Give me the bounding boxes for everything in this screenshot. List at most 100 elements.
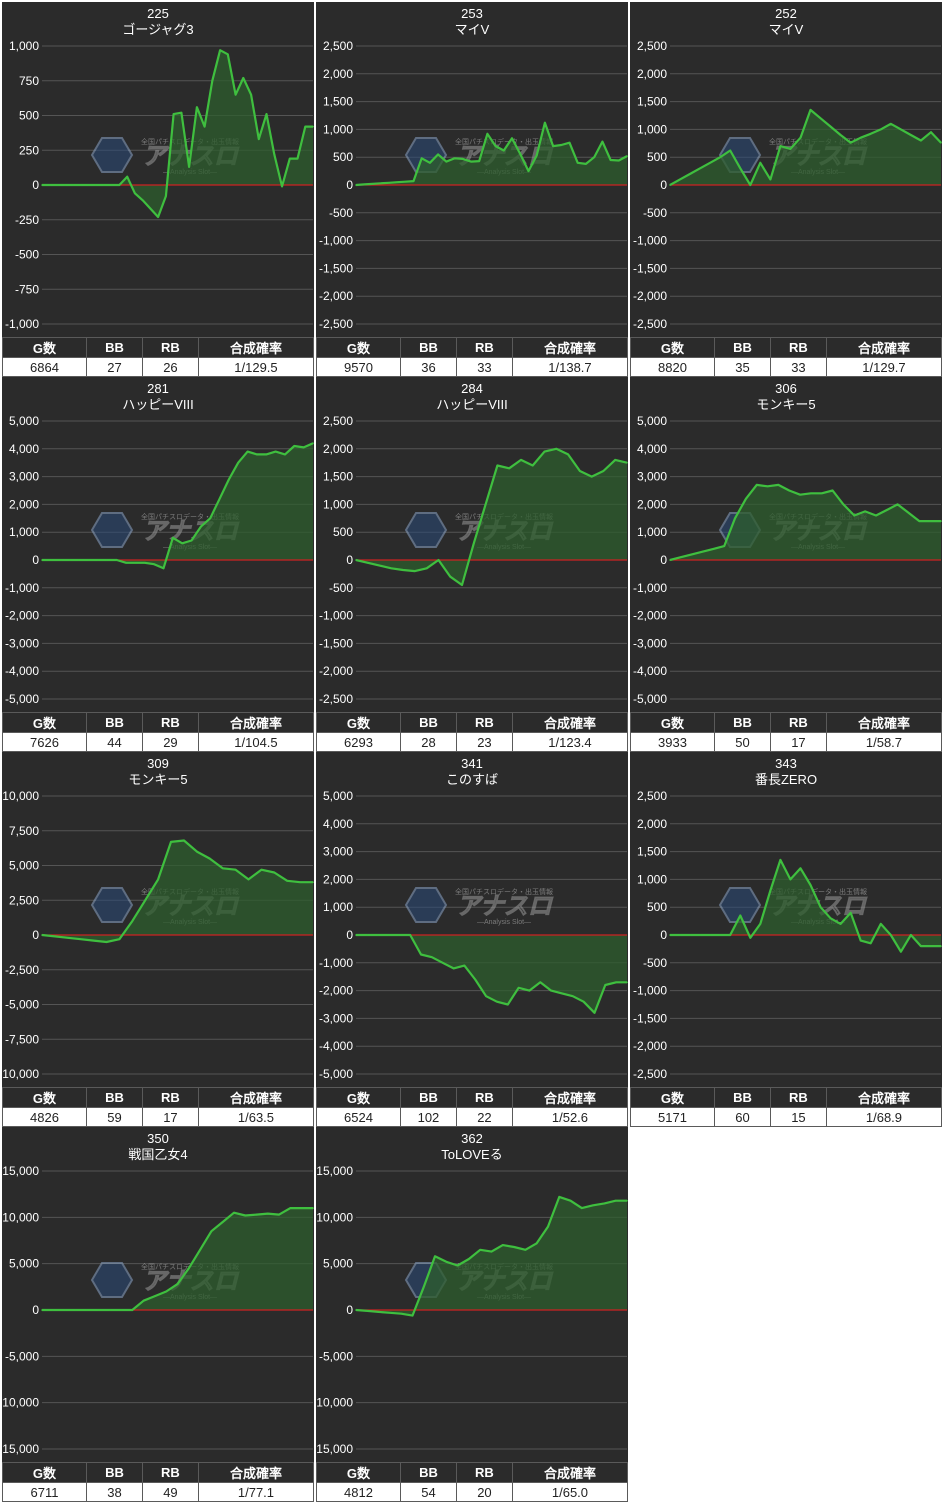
y-tick-label: 0 xyxy=(32,1303,39,1317)
machine-chart-card[interactable]: 350 戦国乙女4 15,000 10,000 5,000 0 -5,000 -10,000 -… xyxy=(2,1127,315,1502)
payout-line xyxy=(669,108,942,187)
data-point xyxy=(116,559,118,561)
stats-value-cell: 38 xyxy=(85,1482,143,1502)
machine-chart-card[interactable]: 343 番長ZERO 2,500 2,000 1,500 1,000 500 0 -500 -1,… xyxy=(630,752,942,1127)
machine-chart-card[interactable]: 281 ハッピーVIII 5,000 4,000 3,000 2,000 1,000 0 -1,… xyxy=(2,377,315,752)
data-point xyxy=(829,125,832,128)
data-point xyxy=(940,945,942,947)
stats-value-cell: 33 xyxy=(769,357,827,377)
data-point xyxy=(930,945,932,947)
data-point xyxy=(679,934,681,936)
data-point xyxy=(172,113,175,115)
y-tick-label: 1,500 xyxy=(637,95,667,109)
data-point xyxy=(233,1211,235,1214)
payout-line xyxy=(41,839,313,944)
stats-table: G数 BB RB 合成確率 6864 27 26 1/129.5 xyxy=(2,337,315,377)
stats-header-cell: BB xyxy=(399,1087,457,1108)
data-point xyxy=(626,981,628,984)
data-point xyxy=(267,1212,269,1215)
machine-chart-card[interactable]: 341 このすば 5,000 4,000 3,000 2,000 1,000 0 -1,000 -… xyxy=(316,752,629,1127)
y-tick-label: 1,000 xyxy=(637,872,667,886)
data-point xyxy=(379,182,382,185)
data-point xyxy=(87,559,90,561)
y-tick-label: 1,000 xyxy=(637,525,667,539)
machine-chart-card[interactable]: 284 ハッピーVIII 2,500 2,000 1,500 1,000 500 0 -500 -… xyxy=(316,377,629,752)
stats-header-row: G数 BB RB 合成確率 xyxy=(2,1462,315,1483)
data-point xyxy=(609,159,612,161)
data-point xyxy=(869,133,872,135)
machine-chart-card[interactable]: 225 ゴージャグ3 1,000 750 500 250 0 -250 -500 -750 -1,0… xyxy=(2,2,315,377)
stats-value-cell: 49 xyxy=(141,1482,199,1502)
stats-value-cell: 60 xyxy=(713,1107,771,1127)
data-point xyxy=(293,445,296,447)
stats-value-cell: 20 xyxy=(455,1482,513,1502)
y-tick-label: 7,500 xyxy=(9,824,39,838)
y-tick-label: 2,000 xyxy=(323,872,353,886)
data-point xyxy=(188,1267,190,1270)
data-point xyxy=(940,520,942,522)
machine-name: 戦国乙女4 xyxy=(128,1147,187,1162)
y-tick-label: -1,000 xyxy=(633,984,667,998)
data-point xyxy=(723,545,725,547)
data-point xyxy=(125,562,127,564)
data-point xyxy=(134,192,136,195)
data-point xyxy=(486,133,489,135)
data-point xyxy=(745,498,747,500)
machine-chart-card[interactable]: 252 マイV 2,500 2,000 1,500 1,000 500 0 -500 -1,000… xyxy=(630,2,942,377)
data-point xyxy=(103,184,105,186)
stats-header-cell: BB xyxy=(713,1087,771,1108)
machine-name: マイV xyxy=(455,22,490,37)
y-tick-label: -1,500 xyxy=(633,261,667,275)
stats-value-row: 6293 28 23 1/123.4 xyxy=(316,732,629,752)
y-tick-label: -15,000 xyxy=(2,1442,39,1456)
data-point xyxy=(153,563,155,565)
y-tick-label: -1,000 xyxy=(319,609,353,623)
data-point xyxy=(75,1309,77,1311)
data-point xyxy=(552,145,554,147)
data-point xyxy=(396,181,398,183)
machine-chart-card[interactable]: 309 モンキー5 10,000 7,500 5,000 2,500 0 -2,500 -5,0… xyxy=(2,752,315,1127)
stats-header-cell: 合成確率 xyxy=(511,712,629,733)
data-point xyxy=(260,868,263,871)
y-tick-label: 0 xyxy=(32,928,39,942)
data-point xyxy=(250,93,252,96)
data-point xyxy=(880,128,882,131)
stats-value-cell: 28 xyxy=(399,732,457,752)
y-tick-label: -1,000 xyxy=(633,234,667,248)
data-point xyxy=(734,517,736,520)
data-point xyxy=(896,503,899,506)
data-point xyxy=(54,935,56,938)
y-tick-label: -4,000 xyxy=(633,664,667,678)
data-point xyxy=(839,923,842,925)
stats-value-cell: 102 xyxy=(399,1107,457,1127)
y-tick-label: -1,000 xyxy=(319,956,353,970)
stats-header-cell: RB xyxy=(141,1087,199,1108)
stats-header-cell: RB xyxy=(769,337,827,358)
stats-value-cell: 1/52.6 xyxy=(511,1107,629,1127)
y-tick-label: 500 xyxy=(333,525,353,539)
data-point xyxy=(366,934,368,936)
data-point xyxy=(601,140,604,143)
machine-chart-card[interactable]: 253 マイV 2,500 2,000 1,500 1,000 500 0 -500 -1,000… xyxy=(316,2,629,377)
data-point xyxy=(494,145,497,147)
y-tick-label: 2,500 xyxy=(637,39,667,53)
stats-value-cell: 9570 xyxy=(316,357,401,377)
data-point xyxy=(312,442,314,444)
data-point xyxy=(109,1309,111,1311)
data-point xyxy=(144,899,146,902)
data-point xyxy=(910,134,912,136)
data-point xyxy=(511,137,513,140)
y-tick-label: 4,000 xyxy=(9,442,39,456)
data-point xyxy=(388,182,390,184)
data-point xyxy=(749,184,752,186)
data-point xyxy=(709,162,711,164)
data-point xyxy=(97,1309,100,1311)
machine-chart-card[interactable]: 362 ToLOVEる 15,000 10,000 5,000 0 -5,000 -10,00… xyxy=(316,1127,629,1502)
data-point xyxy=(561,992,563,995)
hexagon-logo-icon xyxy=(404,887,448,923)
data-point xyxy=(503,149,505,152)
data-point xyxy=(777,484,780,486)
machine-chart-card[interactable]: 306 モンキー5 5,000 4,000 3,000 2,000 1,000 0 -1,000… xyxy=(630,377,942,752)
stats-value-cell: 1/104.5 xyxy=(197,732,315,752)
